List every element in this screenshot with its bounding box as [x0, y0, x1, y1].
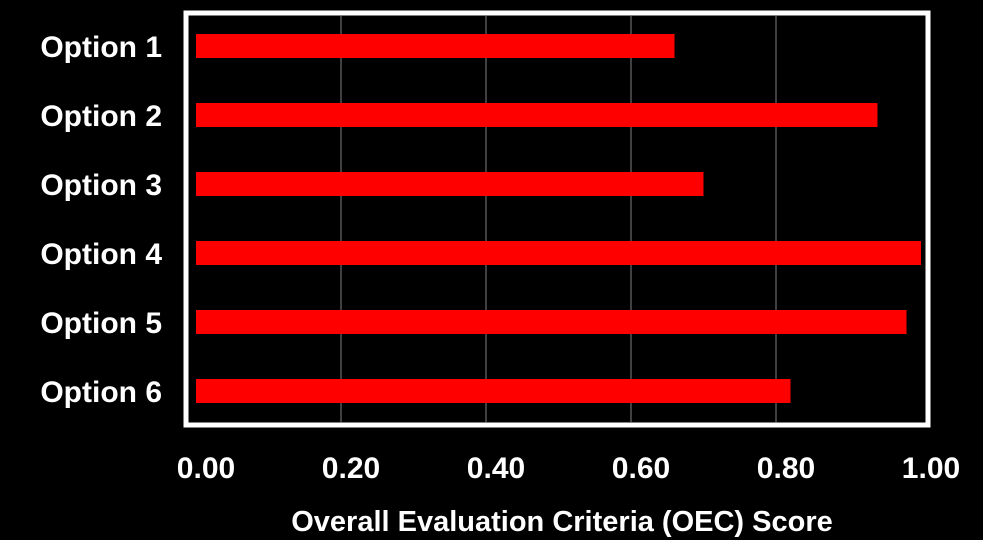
- x-tick-label: 0.60: [612, 452, 670, 485]
- bar-option-2: [196, 103, 878, 127]
- category-label: Option 3: [40, 169, 162, 202]
- x-tick-label: 0.20: [322, 452, 380, 485]
- x-tick-label: 0.00: [177, 452, 235, 485]
- category-label: Option 6: [40, 376, 162, 409]
- category-label: Option 5: [40, 307, 162, 340]
- bar-option-6: [196, 379, 791, 403]
- x-tick-label: 0.40: [467, 452, 525, 485]
- gridlines: [340, 16, 777, 422]
- category-label: Option 1: [40, 31, 162, 64]
- category-label: Option 4: [40, 238, 162, 271]
- bar-option-5: [196, 310, 907, 334]
- category-labels: Option 1 Option 2 Option 3 Option 4 Option 5…: [40, 31, 162, 409]
- bar-option-3: [196, 172, 704, 196]
- x-axis-title: Overall Evaluation Criteria (OEC) Score: [291, 506, 833, 538]
- plot-frame: [183, 10, 931, 428]
- bars: [196, 34, 921, 403]
- x-tick-label: 0.80: [757, 452, 815, 485]
- bar-option-4: [196, 241, 921, 265]
- bar-option-1: [196, 34, 675, 58]
- x-tick-label: 1.00: [902, 452, 960, 485]
- category-label: Option 2: [40, 100, 162, 133]
- x-tick-labels: 0.00 0.20 0.40 0.60 0.80 1.00: [177, 452, 960, 485]
